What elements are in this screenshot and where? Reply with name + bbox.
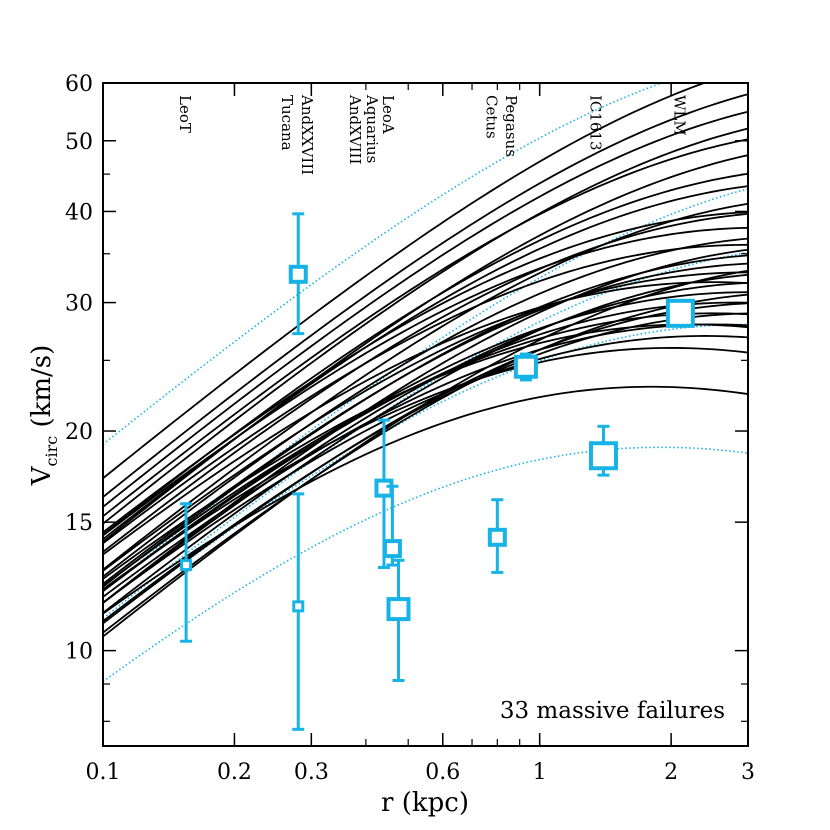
data-marker: [374, 478, 394, 498]
x-tick-label: 2: [664, 760, 678, 785]
galaxy-label: AndXXVIII: [298, 94, 316, 175]
axes-layer: 0.1 0.2 0.3 0.6 1 2 3 10 15 20 30 40 50 60: [65, 72, 755, 785]
y-axis-label-space: [27, 428, 57, 436]
svg-text:Vcirc (km/s): Vcirc (km/s): [27, 345, 61, 487]
subhalo-curve: [103, 323, 748, 580]
data-marker: [292, 600, 305, 613]
curves-layer: [103, 83, 748, 683]
data-point: [288, 212, 308, 336]
y-tick-label: 50: [65, 130, 93, 155]
y-tick-label: 10: [65, 640, 93, 665]
subhalo-curve: [103, 385, 748, 615]
data-marker: [382, 539, 402, 559]
subhalo-curve: [103, 226, 748, 537]
subhalo-curve: [103, 347, 748, 590]
subhalo-curve: [103, 202, 748, 571]
y-axis-label: Vcirc (km/s): [27, 345, 61, 487]
subhalo-curve: [103, 110, 748, 508]
galaxy-label: LeoA: [379, 95, 397, 134]
data-marker: [288, 264, 308, 284]
x-tick-label: 0.1: [86, 760, 121, 785]
data-point: [665, 298, 695, 328]
galaxy-label: Aquarius: [363, 94, 381, 163]
data-point: [386, 558, 411, 682]
x-tick-label: 1: [533, 760, 547, 785]
subhalo-curve: [103, 293, 748, 634]
galaxy-label: Cetus: [483, 95, 501, 139]
data-marker: [665, 298, 695, 328]
data-point: [513, 352, 538, 382]
subhalo-curve: [103, 127, 748, 525]
y-axis-label-sub: circ: [42, 436, 61, 467]
y-axis-label-main: V: [27, 465, 57, 486]
data-point: [292, 492, 305, 731]
data-marker: [487, 527, 507, 547]
subhalo-curve: [103, 271, 748, 572]
y-tick-label: 30: [65, 292, 93, 317]
data-marker: [513, 354, 538, 379]
y-tick-label: 15: [65, 511, 93, 536]
subhalo-curve: [103, 323, 748, 598]
subhalo-curve: [103, 83, 707, 479]
x-axis-label: r (kpc): [381, 788, 469, 818]
subhalo-curve: [103, 273, 748, 614]
galaxy-label: WLM: [670, 95, 688, 136]
subhalo-curve: [103, 335, 748, 604]
data-point: [382, 484, 402, 567]
y-tick-label: 60: [65, 72, 93, 97]
annotation-text: 33 massive failures: [500, 698, 725, 724]
y-tick-label: 40: [65, 200, 93, 225]
subhalo-curve: [103, 212, 748, 553]
x-tick-label: 0.3: [294, 760, 329, 785]
data-marker: [180, 559, 193, 572]
x-tick-label: 0.6: [425, 760, 460, 785]
data-point: [180, 502, 193, 643]
subhalo-curve: [103, 243, 748, 545]
data-points-layer: [180, 212, 695, 731]
data-marker: [588, 441, 618, 471]
galaxy-label: Pegasus: [502, 95, 520, 157]
x-tick-label: 0.2: [217, 760, 252, 785]
subhalo-curve: [103, 93, 748, 498]
y-axis-label-unit: (km/s): [27, 345, 57, 428]
x-tick-label: 3: [741, 760, 755, 785]
galaxy-label: IC1613: [587, 95, 605, 151]
subhalo-curve: [103, 138, 748, 517]
data-point: [588, 424, 618, 477]
subhalo-curve: [103, 281, 748, 556]
galaxy-label: LeoT: [176, 95, 194, 133]
galaxy-label: Tucana: [278, 95, 296, 151]
data-point: [487, 498, 507, 574]
subhalo-curve: [103, 291, 748, 592]
subhalo-curve: [103, 211, 748, 534]
galaxy-label: AndXVIII: [346, 94, 364, 164]
y-tick-label: 20: [65, 420, 93, 445]
nfw-bound-curve: [103, 83, 665, 446]
data-marker: [386, 597, 411, 622]
nfw-bound-curve: [103, 187, 748, 593]
plot-frame: [102, 82, 749, 747]
